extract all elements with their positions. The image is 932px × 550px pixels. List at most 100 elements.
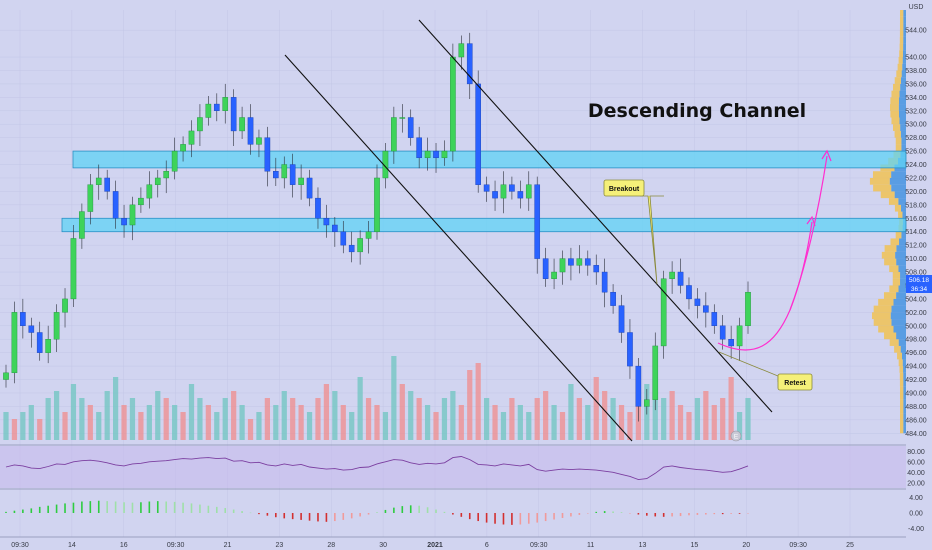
volume-bar [340,405,346,440]
volume-bar [391,356,397,440]
profile-bar-up [873,184,892,192]
profile-bar-down [902,50,906,58]
oscillator-tick-label: 60.00 [907,459,925,466]
volume-bar [121,405,127,440]
histogram-bar [215,506,218,513]
candle [517,191,524,199]
candle [424,150,431,159]
time-tick-label: 14 [68,542,76,549]
candle [483,184,490,192]
profile-bar-up [899,392,904,400]
histogram-bar [165,501,168,513]
candle [357,238,363,253]
profile-bar-up [871,312,891,320]
volume-bar [79,398,85,440]
retest-callout[interactable]: Retest [718,351,813,391]
time-axis[interactable]: 09:30 14 16 09:30 21 23 28 30 2021 6 09:30 11 13 15 20… [11,542,854,549]
breakout-callout[interactable]: Breakout [603,179,664,285]
candle [129,204,136,226]
volume-bar [467,370,473,440]
profile-bar-down [903,30,906,37]
profile-bar-up [895,231,902,239]
histogram-bar [291,513,294,520]
candle [475,83,481,185]
volume-bar [45,398,51,440]
volume-bar [500,412,507,440]
candle [3,372,9,380]
profile-bar-up [899,372,904,380]
candle [79,211,85,239]
volume-bar [677,405,684,440]
candle [230,97,237,132]
histogram-bar [89,501,92,513]
candle [677,271,684,286]
profile-bar-down [889,177,906,185]
histogram-bar [435,509,437,513]
histogram-bar [241,511,243,513]
candle [644,399,650,407]
profile-bar-down [901,352,906,360]
volume-bar [475,363,481,440]
candle [95,177,102,185]
volume-bar [433,412,439,440]
profile-bar-down [902,57,906,64]
profile-bar-up [894,77,901,84]
volume-bar [365,398,372,440]
volume-bar [53,391,60,440]
price-tick-label: 524.00 [905,162,927,169]
histogram-bar [544,513,547,522]
candle [247,117,254,145]
profile-bar-up [888,198,899,205]
volume-bar [239,405,245,440]
candle [146,184,153,199]
profile-bar-up [869,177,890,185]
profile-bar-down [900,124,906,131]
profile-bar-down [903,399,906,407]
projection-arrowhead-upper [821,149,832,162]
histogram-bar [283,513,286,519]
price-axis[interactable]: 484.00 486.00 488.00 490.00 492.00 494.00 496.… [905,28,927,533]
histogram-bar [401,506,404,513]
candle [433,150,439,159]
candle [635,365,642,407]
volume-bar [610,398,616,440]
histogram-bar [275,513,277,518]
candle [492,191,498,199]
profile-bar-up [899,366,904,373]
volume-bar [661,398,667,440]
profile-bar-down [898,104,906,111]
candle [323,218,330,226]
profile-bar-up [889,339,899,346]
profile-bar-down [900,130,906,138]
candle [593,265,600,273]
retest-label: Retest [784,380,806,387]
price-zone-2 [61,217,907,233]
candle [332,224,338,232]
profile-bar-down [898,265,906,273]
profile-bar-down [893,325,906,333]
histogram-bar [308,513,311,521]
profile-bar-down [903,23,906,31]
profile-bar-up [881,251,896,259]
candle [289,164,296,185]
candle [298,177,304,185]
oscillator-line [5,456,749,481]
profile-bar-down [900,272,906,279]
profile-bar-down [896,245,906,252]
candle [264,137,271,172]
histogram-bar [629,513,631,514]
candle [534,184,541,259]
time-tick-label: 16 [120,542,128,549]
event-marker[interactable]: E [730,430,742,442]
volume-bar [568,384,574,440]
candle [104,177,110,192]
histogram-bars [5,500,749,525]
candle [28,325,35,333]
channel-upper-line [418,19,773,413]
candle [87,184,94,212]
price-tick-label: 530.00 [905,122,927,129]
volume-bar [37,419,43,440]
candle [694,298,701,306]
histogram-bar [224,508,227,513]
